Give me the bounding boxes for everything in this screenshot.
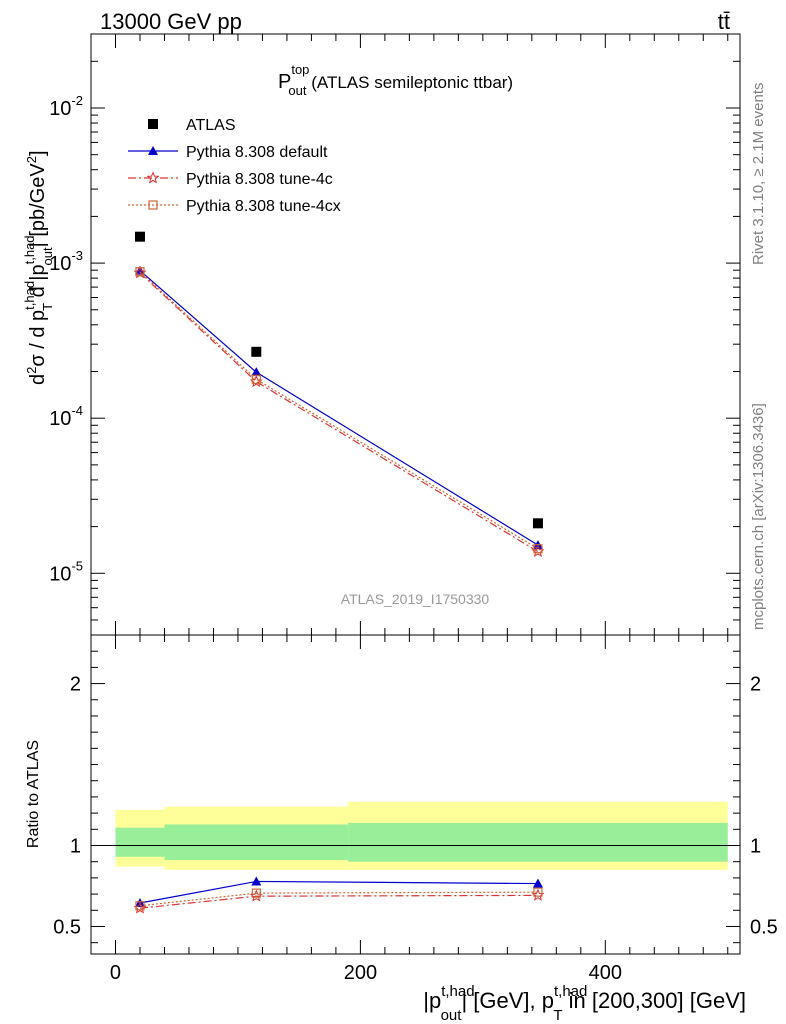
mcplots-label: mcplots.cern.ch [arXiv:1306.3436] bbox=[750, 403, 767, 630]
ratio-y-tick-label-left: 1 bbox=[70, 836, 81, 858]
main-y-tick-exponent: -5 bbox=[71, 558, 83, 573]
data-point bbox=[251, 876, 262, 886]
x-axis-label: |pt,had out| [GeV], pt,had T in [200,300] … bbox=[423, 983, 746, 1024]
series-line bbox=[139, 891, 538, 907]
main-y-tick-exponent: -3 bbox=[71, 248, 83, 263]
ratio-y-tick-label-left: 2 bbox=[70, 674, 81, 696]
green-band-bin bbox=[115, 827, 165, 857]
main-y-tick-base: 10 bbox=[49, 98, 71, 120]
title-sup: top bbox=[291, 62, 309, 77]
x-tick-label: 400 bbox=[589, 962, 622, 984]
rivet-label: Rivet 3.1.10, ≥ 2.1M events bbox=[750, 83, 767, 266]
series-line bbox=[139, 271, 539, 550]
data-point bbox=[251, 888, 261, 898]
main-y-tick-label: 10-4 bbox=[49, 403, 83, 430]
data-point bbox=[135, 901, 145, 911]
data-point bbox=[532, 878, 543, 888]
title-rest: (ATLAS semileptonic ttbar) bbox=[307, 73, 514, 92]
main-y-tick-base: 10 bbox=[49, 408, 71, 430]
green-band-bin bbox=[348, 822, 728, 862]
series-line bbox=[139, 270, 539, 546]
main-y-tick-label: 10-2 bbox=[49, 93, 83, 120]
energy-label: 13000 GeV pp bbox=[100, 9, 242, 34]
series-line bbox=[139, 880, 538, 904]
green-band-bin bbox=[164, 824, 349, 861]
data-point bbox=[533, 544, 543, 554]
x-tick-label: 0 bbox=[110, 962, 121, 984]
main-y-tick-label: 10-5 bbox=[49, 558, 83, 585]
legend-marker bbox=[148, 200, 158, 210]
legend: ATLAS Pythia 8.308 default Pythia 8.308 tu… bbox=[128, 117, 341, 215]
ratio-y-tick-label-right: 2 bbox=[750, 674, 761, 696]
main-y-tick-base: 10 bbox=[49, 253, 71, 275]
legend-marker bbox=[146, 171, 160, 184]
main-y-tick-base: 10 bbox=[49, 563, 71, 585]
legend-label: ATLAS bbox=[186, 117, 236, 134]
ratio-y-tick-label-right: 0.5 bbox=[750, 916, 778, 938]
series-line bbox=[139, 272, 539, 553]
data-point bbox=[134, 265, 145, 275]
main-y-tick-exponent: -2 bbox=[71, 93, 83, 108]
series-line bbox=[139, 894, 538, 909]
main-y-axis-label: d2σ / d pt,had T d |pt,had out| [pb/GeV2] bbox=[22, 150, 55, 385]
title-sub: out bbox=[288, 83, 306, 98]
data-point bbox=[251, 374, 261, 384]
data-point bbox=[532, 518, 543, 529]
data-point bbox=[251, 346, 262, 357]
ratio-plot-frame bbox=[90, 634, 741, 955]
ratio-uncertainty-bands bbox=[91, 801, 740, 870]
axes: 10-510-410-310-20.5 0.51 12 20 200 400 bbox=[49, 33, 778, 984]
main-y-tick-label: 10-3 bbox=[49, 248, 83, 275]
ratio-y-tick-label-left: 0.5 bbox=[53, 916, 81, 938]
legend-label: Pythia 8.308 default bbox=[186, 144, 328, 161]
data-point bbox=[533, 887, 543, 897]
data-point bbox=[135, 267, 145, 277]
legend-label: Pythia 8.308 tune-4c bbox=[186, 171, 333, 188]
ratio-y-axis-label: Ratio to ATLAS bbox=[25, 740, 42, 848]
legend-marker bbox=[148, 146, 158, 155]
analysis-watermark: ATLAS_2019_I1750330 bbox=[341, 591, 490, 607]
main-y-tick-exponent: -4 bbox=[71, 403, 83, 418]
data-point bbox=[251, 367, 262, 377]
legend-marker bbox=[148, 119, 158, 129]
x-tick-label: 200 bbox=[344, 962, 377, 984]
process-label: tt̄ bbox=[718, 9, 730, 34]
legend-label: Pythia 8.308 tune-4cx bbox=[186, 198, 341, 215]
data-point bbox=[134, 231, 145, 242]
ratio-series bbox=[133, 876, 545, 914]
main-plot-title: Ptop out (ATLAS semileptonic ttbar) bbox=[278, 62, 513, 98]
main-series bbox=[133, 231, 545, 558]
ratio-y-tick-label-right: 1 bbox=[750, 836, 761, 858]
title-p: P bbox=[278, 71, 291, 93]
